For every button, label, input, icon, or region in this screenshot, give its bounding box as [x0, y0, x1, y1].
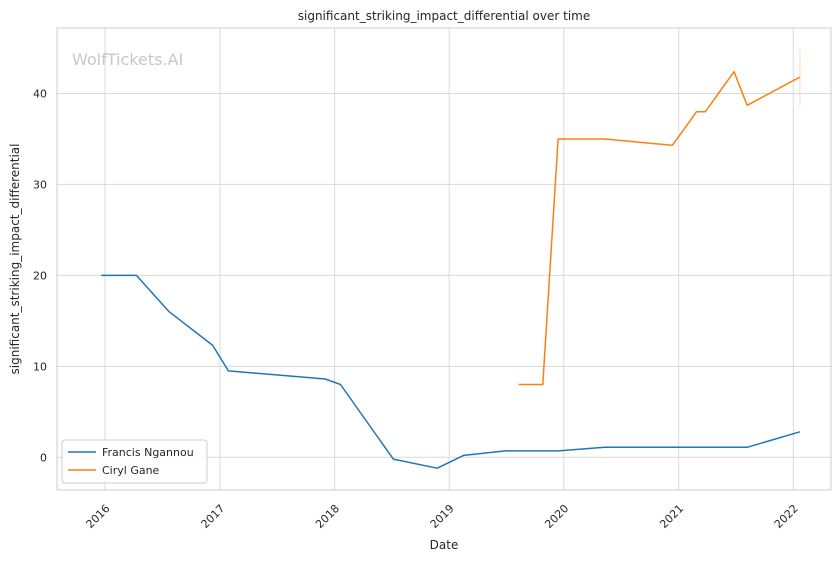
x-axis-label: Date	[430, 538, 459, 552]
series-line-francis-ngannou	[101, 274, 801, 469]
y-tick-label-0: 0	[40, 451, 47, 464]
x-axis-ticks: 2016 2017 2018 2019 2020 2021 2022	[84, 502, 801, 531]
x-tick-label-2017: 2017	[199, 502, 228, 531]
y-axis-label: significant_striking_impact_differential	[8, 144, 22, 375]
x-tick-label-2021: 2021	[657, 502, 686, 531]
x-tick-label-2018: 2018	[313, 502, 342, 531]
legend-box	[61, 439, 208, 484]
y-tick-label-20: 20	[33, 269, 47, 282]
y-tick-label-10: 10	[33, 360, 47, 373]
watermark-text: WolfTickets.AI	[72, 50, 183, 69]
legend: Francis Ngannou Ciryl Gane	[61, 439, 208, 484]
legend-label-ciryl-gane: Ciryl Gane	[102, 464, 160, 477]
plot-background	[57, 28, 831, 490]
y-tick-label-40: 40	[33, 87, 47, 100]
y-tick-label-30: 30	[33, 178, 47, 191]
legend-label-francis-ngannou: Francis Ngannou	[102, 446, 194, 459]
series-line-ciryl-gane	[518, 70, 801, 386]
x-tick-label-2022: 2022	[772, 502, 801, 531]
x-tick-label-2016: 2016	[84, 502, 113, 531]
series-layer	[101, 49, 801, 469]
chart-title: significant_striking_impact_differential…	[298, 9, 590, 23]
plot-frame	[56, 27, 832, 491]
y-axis-ticks: 0 10 20 30 40	[33, 87, 47, 464]
x-tick-label-2020: 2020	[542, 502, 571, 531]
x-tick-label-2019: 2019	[428, 502, 457, 531]
